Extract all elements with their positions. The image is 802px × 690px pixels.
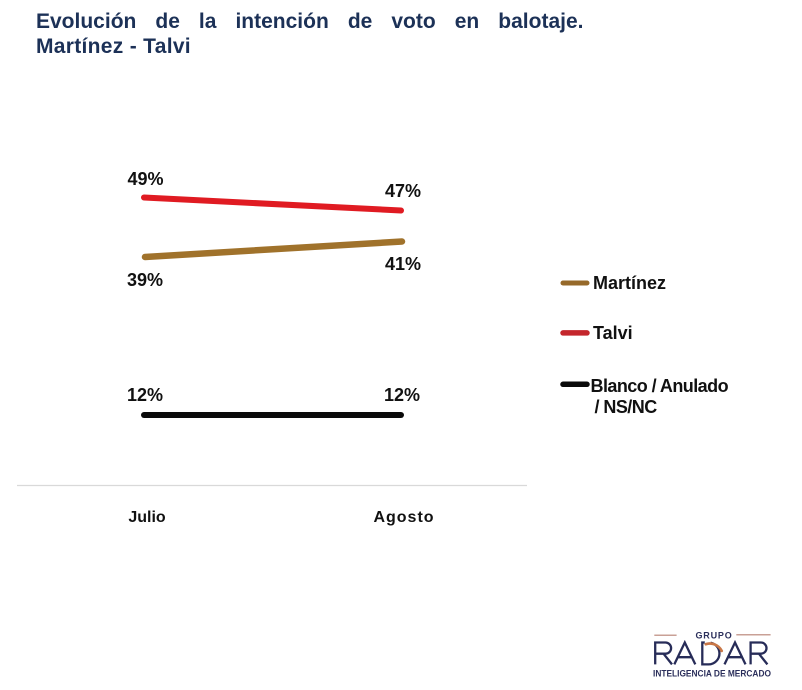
svg-text:GRUPO: GRUPO [696, 631, 733, 641]
svg-text:INTELIGENCIA DE MERCADO: INTELIGENCIA DE MERCADO [653, 668, 771, 678]
